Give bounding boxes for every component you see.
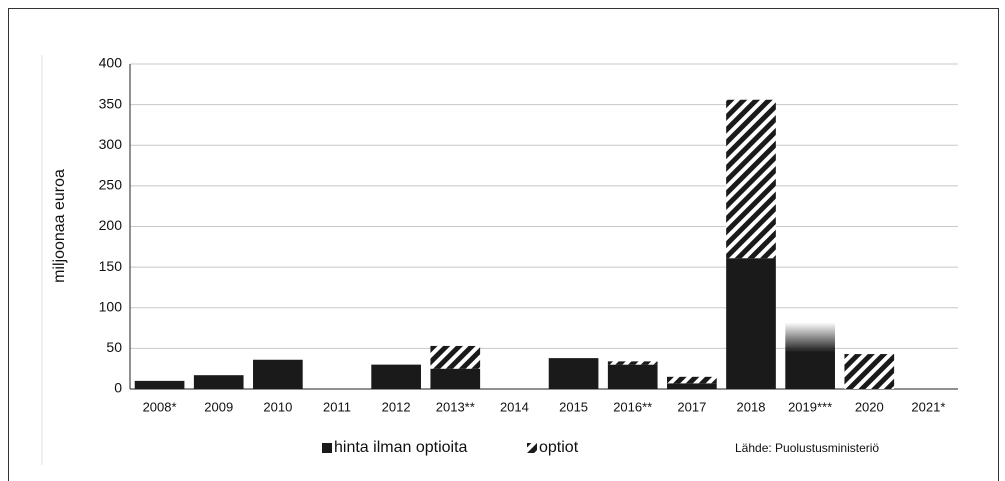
legend-swatch bbox=[322, 443, 332, 453]
x-tick-label: 2008* bbox=[143, 399, 177, 414]
x-tick-label: 2016** bbox=[613, 399, 652, 414]
x-tick-label: 2017 bbox=[677, 399, 706, 414]
bar-segment bbox=[134, 380, 185, 389]
bar-segment bbox=[667, 376, 717, 384]
legend-label: optiot bbox=[539, 439, 579, 456]
bar-segment bbox=[430, 345, 481, 369]
y-tick-label: 150 bbox=[99, 258, 123, 274]
bar-segment bbox=[844, 354, 895, 389]
x-tick-label: 2021* bbox=[911, 399, 945, 414]
y-tick-label: 300 bbox=[99, 136, 123, 152]
y-tick-label: 200 bbox=[99, 217, 123, 233]
x-tick-label: 2013** bbox=[436, 399, 475, 414]
legend-swatch bbox=[527, 443, 537, 453]
x-tick-label: 2009 bbox=[204, 399, 233, 414]
legend-label: hinta ilman optioita bbox=[334, 439, 468, 456]
y-tick-label: 100 bbox=[99, 298, 123, 314]
x-tick-label: 2019*** bbox=[788, 399, 832, 414]
y-tick-label: 350 bbox=[99, 95, 123, 111]
bar-segment bbox=[193, 375, 244, 389]
y-tick-label: 0 bbox=[114, 380, 122, 396]
x-tick-label: 2010 bbox=[263, 399, 292, 414]
x-tick-label: 2012 bbox=[382, 399, 411, 414]
source: Lähde: Puolustusministeriö bbox=[735, 441, 879, 455]
y-tick-label: 50 bbox=[106, 339, 122, 355]
bar-segment bbox=[785, 322, 835, 389]
bar-segment bbox=[371, 364, 421, 389]
frame bbox=[8, 8, 999, 481]
x-tick-label: 2015 bbox=[559, 399, 588, 414]
bar-segment bbox=[667, 383, 717, 389]
bar-segment bbox=[253, 359, 303, 389]
bar-segment bbox=[430, 368, 481, 389]
bar-segment bbox=[607, 361, 658, 365]
y-tick-label: 250 bbox=[99, 177, 123, 193]
y-tick-label: 400 bbox=[99, 55, 123, 71]
x-tick-label: 2011 bbox=[323, 399, 351, 414]
bar-segment bbox=[607, 364, 658, 389]
x-tick-label: 2018 bbox=[737, 399, 766, 414]
x-tick-label: 2014 bbox=[500, 399, 529, 414]
bar-segment bbox=[726, 258, 776, 389]
bar-segment bbox=[548, 358, 599, 389]
bar-segment bbox=[726, 99, 776, 259]
x-tick-label: 2020 bbox=[855, 399, 884, 414]
y-axis-label: miljoonaa euroa bbox=[51, 169, 68, 283]
